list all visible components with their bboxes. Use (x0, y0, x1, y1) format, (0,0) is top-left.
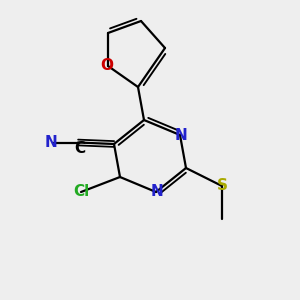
Text: N: N (175, 128, 188, 142)
Text: C: C (74, 141, 85, 156)
Text: N: N (151, 184, 164, 200)
Text: O: O (100, 58, 113, 74)
Text: Cl: Cl (73, 184, 89, 200)
Text: N: N (45, 135, 57, 150)
Text: S: S (217, 178, 227, 194)
